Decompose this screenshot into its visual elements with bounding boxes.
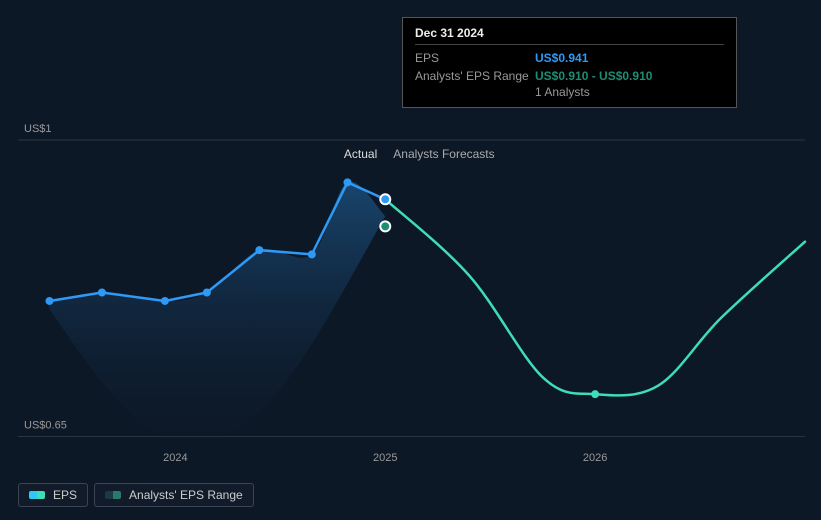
legend-label: Analysts' EPS Range bbox=[129, 488, 243, 502]
eps-actual-marker bbox=[45, 297, 53, 305]
x-axis-label: 2025 bbox=[373, 452, 397, 464]
x-axis-label: 2026 bbox=[583, 452, 607, 464]
highlight-eps-marker bbox=[380, 194, 390, 204]
eps-actual-marker bbox=[255, 246, 263, 254]
legend-item-0[interactable]: EPS bbox=[18, 483, 88, 507]
tooltip-eps-key: EPS bbox=[415, 51, 535, 65]
tooltip-analyst-count: 1 Analysts bbox=[535, 85, 724, 99]
section-label-forecast: Analysts Forecasts bbox=[393, 147, 494, 161]
eps-forecast-chart: US$1 US$0.65 2024 2025 2026 Actual Analysts Fo… bbox=[0, 0, 821, 520]
tooltip-range-key: Analysts' EPS Range bbox=[415, 69, 535, 83]
chart-tooltip: Dec 31 2024 EPS US$0.941 Analysts' EPS R… bbox=[402, 17, 737, 108]
eps-actual-marker bbox=[161, 297, 169, 305]
y-axis-label: US$1 bbox=[24, 123, 52, 135]
eps-actual-marker bbox=[203, 289, 211, 297]
legend-swatch-icon bbox=[29, 491, 45, 499]
chart-legend: EPS Analysts' EPS Range bbox=[18, 483, 254, 507]
tooltip-eps-value: US$0.941 bbox=[535, 51, 588, 65]
eps-actual-marker bbox=[308, 250, 316, 258]
eps-actual-marker bbox=[98, 289, 106, 297]
legend-label: EPS bbox=[53, 488, 77, 502]
legend-swatch-icon bbox=[105, 491, 121, 499]
legend-item-1[interactable]: Analysts' EPS Range bbox=[94, 483, 254, 507]
x-axis-label: 2024 bbox=[163, 452, 187, 464]
highlight-range-marker bbox=[380, 221, 390, 231]
eps-forecast-marker bbox=[591, 390, 599, 398]
eps-actual-marker bbox=[343, 178, 351, 186]
tooltip-date: Dec 31 2024 bbox=[415, 26, 724, 45]
y-axis-label: US$0.65 bbox=[24, 420, 67, 432]
section-label-actual: Actual bbox=[344, 147, 377, 161]
tooltip-range-value: US$0.910 - US$0.910 bbox=[535, 69, 652, 83]
